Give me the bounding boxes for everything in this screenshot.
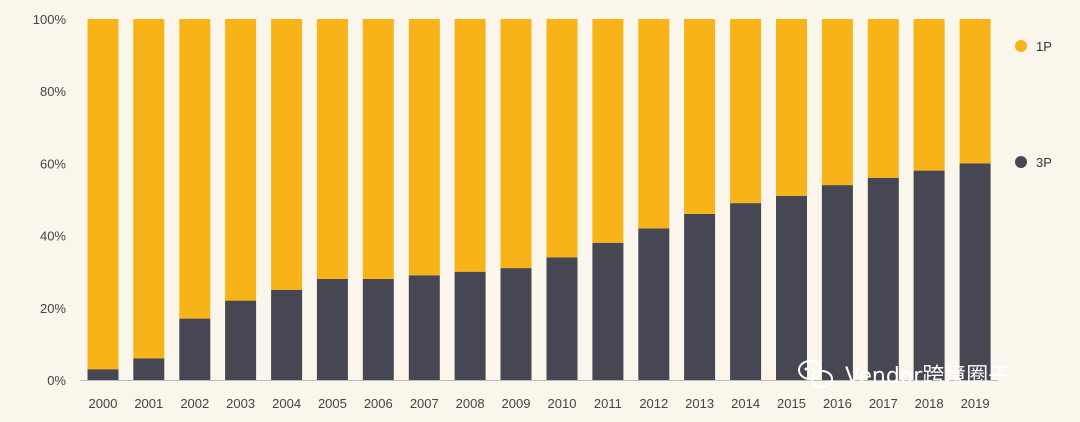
bar-3p-2017 — [867, 177, 899, 380]
x-tick-label: 2012 — [639, 396, 668, 411]
legend-marker-3p — [1015, 156, 1027, 168]
bar-1p-2013 — [684, 19, 716, 214]
x-tick-label: 2008 — [456, 396, 485, 411]
bar-3p-2010 — [546, 257, 578, 380]
bar-3p-2003 — [225, 300, 257, 380]
bar-1p-2001 — [133, 19, 165, 359]
bar-1p-2018 — [913, 19, 945, 171]
bar-3p-2018 — [913, 170, 945, 380]
bar-3p-2000 — [87, 369, 119, 380]
x-tick-label: 2017 — [869, 396, 898, 411]
bar-3p-2011 — [592, 242, 624, 380]
x-tick-label: 2007 — [410, 396, 439, 411]
x-tick-label: 2013 — [685, 396, 714, 411]
bar-1p-2007 — [408, 19, 440, 276]
legend: 1P 3P — [1015, 39, 1052, 170]
y-tick-label: 20% — [40, 301, 66, 316]
bar-3p-2015 — [776, 195, 807, 380]
legend-item-1p: 1P — [1015, 39, 1052, 54]
bar-3p-2002 — [179, 318, 211, 380]
bar-3p-2001 — [133, 358, 165, 380]
x-tick-label: 2003 — [226, 396, 255, 411]
bar-1p-2008 — [454, 19, 486, 272]
bar-1p-2004 — [271, 19, 303, 290]
bar-3p-2006 — [362, 278, 394, 380]
watermark-text: Vendor跨境圈子 — [845, 364, 1010, 389]
bar-1p-2015 — [776, 19, 807, 196]
x-tick-label: 2005 — [318, 396, 347, 411]
x-tick-label: 2006 — [364, 396, 393, 411]
watermark: Vendor跨境圈子 — [798, 360, 1010, 389]
bar-1p-2012 — [638, 19, 670, 229]
x-tick-label: 2009 — [502, 396, 531, 411]
bar-3p-2007 — [408, 275, 440, 380]
x-tick-label: 2011 — [594, 396, 622, 411]
x-axis: 2000 2001 2002 2003 2004 2005 2006 2007 2008 2009… — [89, 396, 990, 411]
bar-1p-2014 — [730, 19, 762, 204]
bar-3p-2019 — [959, 163, 991, 380]
y-tick-label: 0% — [47, 373, 66, 388]
bar-1p-2009 — [500, 19, 532, 269]
bar-1p-2005 — [316, 19, 348, 279]
bars-layer — [87, 19, 991, 381]
x-tick-label: 2004 — [272, 396, 301, 411]
bar-3p-2014 — [730, 203, 762, 380]
bar-1p-2000 — [87, 19, 119, 370]
bar-1p-2016 — [821, 19, 853, 186]
bar-3p-2009 — [500, 268, 532, 380]
wechat-icon — [798, 360, 833, 388]
x-tick-label: 2000 — [89, 396, 118, 411]
bar-3p-2013 — [684, 213, 716, 380]
x-tick-label: 2016 — [823, 396, 852, 411]
x-tick-label: 2010 — [548, 396, 577, 411]
bar-3p-2012 — [638, 228, 670, 380]
bar-3p-2008 — [454, 271, 486, 380]
legend-label-3p: 3P — [1036, 155, 1052, 170]
y-tick-label: 80% — [40, 84, 66, 99]
y-tick-label: 60% — [40, 156, 66, 171]
bar-3p-2016 — [821, 185, 853, 380]
legend-marker-1p — [1015, 40, 1027, 52]
bar-1p-2010 — [546, 19, 578, 258]
y-tick-label: 100% — [33, 12, 67, 27]
bar-3p-2005 — [316, 278, 348, 380]
legend-item-3p: 3P — [1015, 155, 1052, 170]
x-tick-label: 2001 — [134, 396, 163, 411]
bar-1p-2017 — [867, 19, 899, 178]
bar-1p-2003 — [225, 19, 257, 301]
x-tick-label: 2002 — [180, 396, 209, 411]
y-tick-label: 40% — [40, 229, 66, 244]
x-tick-label: 2019 — [961, 396, 990, 411]
x-tick-label: 2015 — [777, 396, 806, 411]
x-tick-label: 2014 — [731, 396, 760, 411]
bar-3p-2004 — [271, 289, 303, 381]
y-axis: 0% 20% 40% 60% 80% 100% — [33, 12, 67, 388]
bar-1p-2011 — [592, 19, 624, 243]
legend-label-1p: 1P — [1036, 39, 1052, 54]
bar-1p-2019 — [959, 19, 991, 164]
bar-1p-2006 — [362, 19, 394, 279]
bar-1p-2002 — [179, 19, 211, 319]
x-tick-label: 2018 — [915, 396, 944, 411]
